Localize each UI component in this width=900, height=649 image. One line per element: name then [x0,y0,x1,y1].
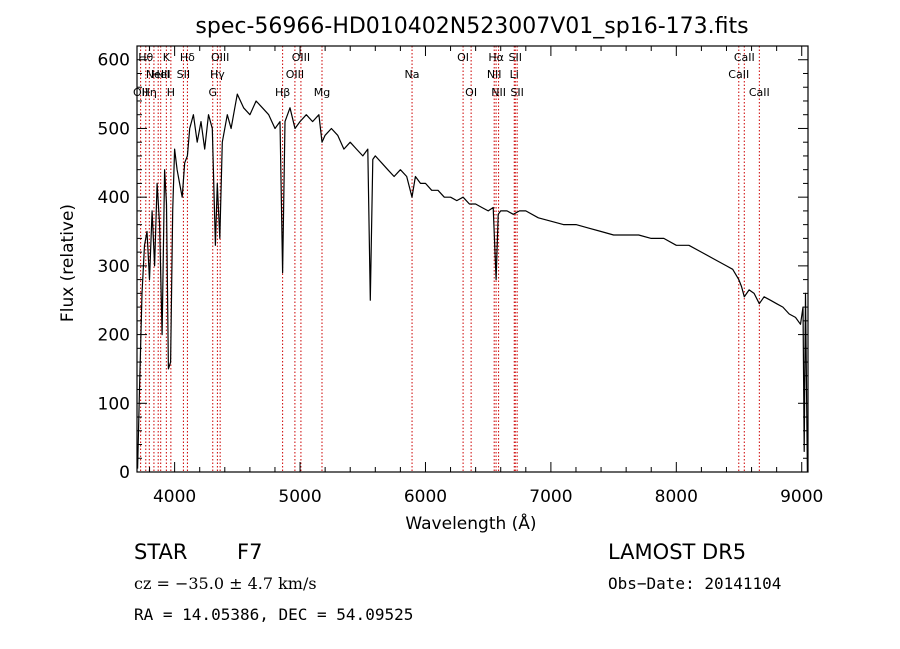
y-tick-label-0: 0 [119,463,130,483]
line-label-24-0: SII [509,51,522,64]
line-label-10-0: G [208,86,217,99]
line-label-4-0: NeIII [146,68,171,81]
spectrum-series [137,93,808,473]
y-tick-label-5: 500 [98,119,130,139]
plot-frame [136,45,809,473]
object-subclass: F7 [237,540,263,564]
spectrum-line-0 [137,93,808,473]
line-label-27-0: CaII [734,51,755,64]
line-labels: OIIHθHηNeIIIHeIKHSIIHδGHγOIIIHβOIIIOIIIM… [133,51,770,99]
y-tick-label-4: 400 [98,188,130,208]
line-label-8-0: SII [177,68,190,81]
line-label-11-0: Hγ [210,68,225,81]
y-tick-label-3: 300 [98,257,130,277]
line-label-16-0: Mg [314,86,330,99]
x-axis-label: Wavelength (Å) [405,512,536,534]
line-label-26-0: CaII [728,68,749,81]
line-label-0-0: OII [133,86,148,99]
line-label-23-0: Li [510,68,519,81]
line-label-6-0: K [163,51,171,64]
line-label-22-0: NII [491,86,506,99]
x-tick-label-5: 9000 [780,487,823,507]
x-tick-label-1: 5000 [278,487,321,507]
survey-label: LAMOST DR5 [608,540,747,564]
line-label-20-0: NII [487,68,502,81]
line-label-19-0: OI [465,86,477,99]
line-label-28-0: CaII [749,86,770,99]
observation-date: Obs−Date: 20141104 [608,574,782,593]
y-axis-label: Flux (relative) [58,204,78,322]
line-label-25-0: SII [510,86,523,99]
line-label-9-0: Hδ [180,51,195,64]
coordinates: RA = 14.05386, DEC = 54.09525 [134,605,414,624]
line-label-18-0: OI [457,51,469,64]
line-label-12-0: OIII [211,51,229,64]
line-label-15-0: OIII [292,51,310,64]
line-label-1-0: Hθ [138,51,153,64]
x-tick-label-4: 8000 [655,487,698,507]
object-class: STAR [134,540,188,564]
y-tick-label-1: 100 [98,394,130,414]
line-label-13-0: Hβ [275,86,290,99]
line-label-5-0: HeI [152,68,170,81]
line-label-2-0: Hη [142,86,157,99]
emission-line-markers [140,46,760,472]
y-tick-label-2: 200 [98,326,130,346]
line-label-21-0: Hα [488,51,504,64]
y-tick-label-6: 600 [98,51,130,71]
x-tick-label-0: 4000 [153,487,196,507]
line-label-17-0: Na [405,68,420,81]
redshift-velocity: cz = −35.0 ± 4.7 km/s [134,574,317,593]
line-label-14-0: OIII [286,68,304,81]
line-label-7-0: H [167,86,175,99]
x-tick-label-3: 7000 [529,487,572,507]
plot-axes: 4000 5000 6000 7000 8000 9000 0 100 200 300 400 500… [98,45,823,507]
x-tick-label-2: 6000 [404,487,447,507]
chart-title: spec-56966-HD010402N523007V01_sp16-173.f… [195,14,748,39]
